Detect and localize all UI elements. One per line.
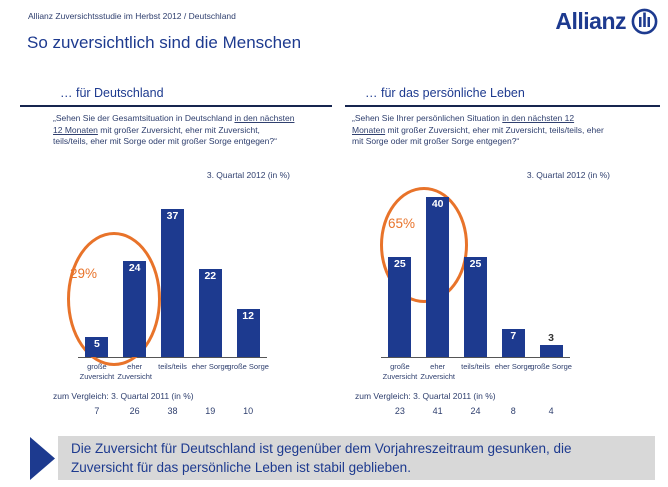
question-underlined-text: in den nächsten 12 Monaten xyxy=(53,113,295,135)
comparison-value: 26 xyxy=(129,406,140,416)
comparison-value: 23 xyxy=(394,406,405,416)
bar-value-label: 37 xyxy=(166,210,179,222)
bar-value-label: 25 xyxy=(469,258,482,270)
conclusion-banner: Die Zuversicht für Deutschland ist gegen… xyxy=(58,436,655,480)
comparison-value: 24 xyxy=(470,406,481,416)
bar-große Sorge: 12 xyxy=(236,309,260,357)
heading-rule xyxy=(20,105,332,107)
bar-teils/teils: 37 xyxy=(161,209,184,357)
banner-arrow-icon xyxy=(30,437,55,480)
bar-große Zuversicht: 5 xyxy=(85,337,109,357)
category-label: teils/teils xyxy=(461,362,490,371)
bar-chart-deutschland: 5 große Zuversicht 24 eher Zuversicht 37 teil… xyxy=(78,197,269,381)
highlight-ellipse xyxy=(67,232,161,366)
panel-persoenliches-leben: … für das persönliche Leben „Sehen Sie I… xyxy=(345,86,660,431)
category-label: große Sorge xyxy=(227,362,269,371)
comparison-label: zum Vergleich: 3. Quartal 2011 (in %) xyxy=(53,391,194,401)
comparison-value: 41 xyxy=(432,406,443,416)
panel-deutschland: … für Deutschland „Sehen Sie der Gesamts… xyxy=(20,86,332,431)
bar-value-label: 22 xyxy=(204,270,217,282)
category-label: eher Sorge xyxy=(191,362,229,371)
survey-question: „Sehen Sie Ihrer persönlichen Situation … xyxy=(352,113,604,148)
bar-eher Zuversicht: 24 xyxy=(123,261,147,357)
bar-große Zuversicht: 25 xyxy=(388,257,412,357)
category-label: teils/teils xyxy=(158,362,187,371)
allianz-logo-text: Allianz xyxy=(555,8,626,34)
category-label: große Sorge xyxy=(530,362,572,371)
category-label: eher Zuversicht xyxy=(420,362,455,381)
period-label: 3. Quartal 2012 (in %) xyxy=(526,170,610,180)
comparison-value: 4 xyxy=(548,406,554,416)
allianz-logo: Allianz xyxy=(555,8,658,35)
bar-value-label: 12 xyxy=(242,310,254,322)
highlight-percentage: 65% xyxy=(388,216,416,231)
bar-eher Zuversicht: 40 xyxy=(426,197,450,357)
bar-große Sorge xyxy=(539,345,563,357)
survey-question: „Sehen Sie der Gesamtsituation in Deutsc… xyxy=(53,113,296,148)
comparison-values-row: 7 26 38 19 10 xyxy=(78,406,267,420)
bar-value-label: 3 xyxy=(548,332,555,344)
comparison-value: 7 xyxy=(94,406,100,416)
comparison-value: 19 xyxy=(205,406,216,416)
bar-value-label: 7 xyxy=(510,330,517,342)
conclusion-text: Die Zuversicht für Deutschland ist gegen… xyxy=(71,441,572,475)
highlight-ellipse xyxy=(380,187,468,303)
bar-eher Sorge: 7 xyxy=(501,329,525,357)
breadcrumb: Allianz Zuversichtsstudie im Herbst 2012… xyxy=(28,11,236,21)
page-title: So zuversichtlich sind die Menschen xyxy=(27,33,302,52)
bar-value-label: 40 xyxy=(431,198,444,210)
comparison-label: zum Vergleich: 3. Quartal 2011 (in %) xyxy=(355,391,496,401)
bar-teils/teils: 25 xyxy=(464,257,487,357)
bar-chart-persoenliches-leben: 25 große Zuversicht 40 eher Zuversicht 25 tei… xyxy=(381,197,572,381)
allianz-emblem-icon xyxy=(631,8,658,35)
comparison-value: 38 xyxy=(167,406,178,416)
panel-heading: … für das persönliche Leben xyxy=(365,86,525,100)
question-text: „Sehen Sie Ihrer persönlichen Situation xyxy=(352,113,503,123)
panel-heading: … für Deutschland xyxy=(60,86,164,100)
comparison-value: 8 xyxy=(510,406,516,416)
question-text: „Sehen Sie der Gesamtsituation in Deutsc… xyxy=(53,113,235,123)
comparison-values-row: 23 41 24 8 4 xyxy=(381,406,570,420)
heading-rule xyxy=(345,105,660,107)
bar-eher Sorge: 22 xyxy=(198,269,222,357)
bar-value-label: 5 xyxy=(93,338,100,350)
comparison-value: 10 xyxy=(243,406,254,416)
bar-value-label: 25 xyxy=(394,258,406,270)
question-text: mit großer Zuversicht, eher mit Zuversic… xyxy=(53,124,277,147)
period-label: 3. Quartal 2012 (in %) xyxy=(206,170,290,180)
category-label: große Zuversicht xyxy=(382,362,418,381)
bar-value-label: 24 xyxy=(128,262,141,274)
question-text: mit großer Zuversicht, eher mit Zuversic… xyxy=(352,124,604,147)
question-underlined-text: in den nächsten 12 Monaten xyxy=(352,113,575,135)
category-label: eher Zuversicht xyxy=(117,362,152,381)
highlight-percentage: 29% xyxy=(70,266,98,281)
category-label: große Zuversicht xyxy=(79,362,115,381)
category-label: eher Sorge xyxy=(494,362,532,371)
